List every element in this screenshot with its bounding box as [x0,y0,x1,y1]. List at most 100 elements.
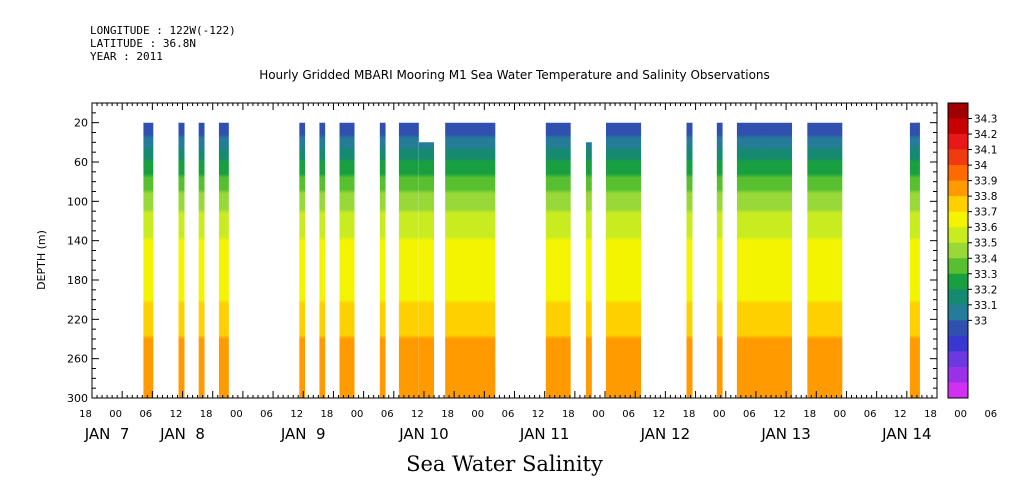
x-hour-label: 00 [109,409,122,420]
data-column-10 [445,103,495,398]
colorbar-label: 33.4 [974,253,998,265]
data-column-1 [179,103,185,398]
x-day-label: JAN 9 [280,425,326,443]
colorbar-swatch [948,242,968,259]
x-hour-label: 18 [683,409,696,420]
x-axis: 18 00 06 12 18 00 06 12 18 00 06 12 18 00 06 12 18 00 06 12… [79,103,997,443]
x-hour-label: 00 [954,409,967,420]
y-tick-label: 260 [67,353,88,366]
colorbar-label: 33.2 [974,284,997,296]
data-column-5 [319,103,325,398]
colorbar-swatch [948,180,968,197]
colorbar-swatch [948,335,968,352]
latitude-label: LATITUDE : 36.8N [90,37,196,50]
data-column-17 [807,103,842,398]
colorbar-swatch [948,103,968,119]
x-hour-label: 06 [139,409,152,420]
colorbar-label: 34.1 [974,145,997,157]
data-column-8 [399,103,419,398]
x-hour-label: 12 [773,409,786,420]
colorbar-swatch [948,134,968,150]
data-column-9 [419,103,434,398]
x-hour-label: 06 [622,409,635,420]
x-hour-label: 00 [834,409,847,420]
x-day-label: JAN 14 [881,425,932,443]
data-column-6 [340,103,355,398]
data-column-14 [687,103,693,398]
data-column-16 [737,103,792,398]
colorbar-swatch [948,351,968,368]
data-column-12 [586,103,592,398]
x-hour-label: 12 [170,409,183,420]
data-column-15 [717,103,723,398]
data-column-11 [546,103,571,398]
y-tick-label: 180 [67,274,88,287]
x-day-label: JAN 10 [398,425,449,443]
colorbar-swatch [948,366,968,383]
x-hour-label: 18 [321,409,334,420]
x-day-label: JAN 7 [84,425,130,443]
data-column-4 [299,103,305,398]
x-hour-label: 00 [592,409,605,420]
colorbar-label: 33.3 [974,269,997,281]
colorbar-swatch [948,320,968,337]
x-hour-label: 00 [230,409,243,420]
colorbar-swatch [948,118,968,135]
colorbar-label: 33.9 [974,176,997,188]
colorbar-label: 33.6 [974,222,998,234]
x-hour-label: 18 [924,409,937,420]
x-hour-label: 00 [471,409,484,420]
data-column-19 [916,103,920,398]
colorbar-swatch [948,304,968,321]
colorbar-swatch [948,382,968,399]
x-hour-label: 06 [381,409,394,420]
x-hour-label: 18 [441,409,454,420]
x-hour-label: 12 [894,409,907,420]
y-tick-label: 140 [67,235,88,248]
colorbar-label: 34.2 [974,129,997,141]
colorbar-swatch [948,196,968,212]
colorbar-label: 34 [974,160,988,172]
colorbar-label: 33.7 [974,207,997,219]
colorbar-label: 33 [974,315,987,327]
year-label: YEAR : 2011 [90,50,163,63]
x-day-label: JAN 11 [519,425,570,443]
y-tick-label: 220 [67,313,88,326]
colorbar-swatch [948,165,968,181]
y-axis: 20 60 100 140 180 220 260 300 [67,102,937,405]
x-day-label: JAN 12 [640,425,691,443]
x-hour-label: 12 [290,409,303,420]
y-axis-label: DEPTH (m) [35,230,48,290]
colorbar-swatch [948,211,968,228]
y-tick-label: 300 [67,392,88,405]
data-column-3 [219,103,229,398]
data-column-18 [910,103,920,398]
longitude-label: LONGITUDE : 122W(-122) [90,24,236,37]
x-hour-label: 06 [260,409,273,420]
data-columns [143,103,920,398]
data-column-13 [606,103,641,398]
colorbar-label: 33.1 [974,300,997,312]
x-hour-label: 18 [200,409,213,420]
x-hour-label: 12 [411,409,424,420]
data-column-2 [199,103,205,398]
data-column-7 [380,103,386,398]
colorbar-border [947,102,969,399]
y-tick-label: 60 [74,156,88,169]
colorbar-swatch [948,227,968,244]
x-hour-label: 06 [984,409,997,420]
x-hour-label: 06 [864,409,877,420]
x-hour-label: 18 [803,409,816,420]
x-hour-label: 00 [713,409,726,420]
x-hour-label: 06 [743,409,756,420]
y-tick-label: 20 [74,117,88,130]
x-hour-label: 18 [79,409,92,420]
x-hour-label: 12 [652,409,665,420]
colorbar-swatch [948,149,968,166]
variable-label: Sea Water Salinity [406,452,603,476]
colorbar-swatch [948,289,968,306]
y-tick-label: 100 [67,195,88,208]
x-hour-label: 06 [502,409,515,420]
colorbar: 34.3 34.2 34.1 34 33.9 33.8 33.7 33.6 33.5 33.4 33… [947,102,998,399]
